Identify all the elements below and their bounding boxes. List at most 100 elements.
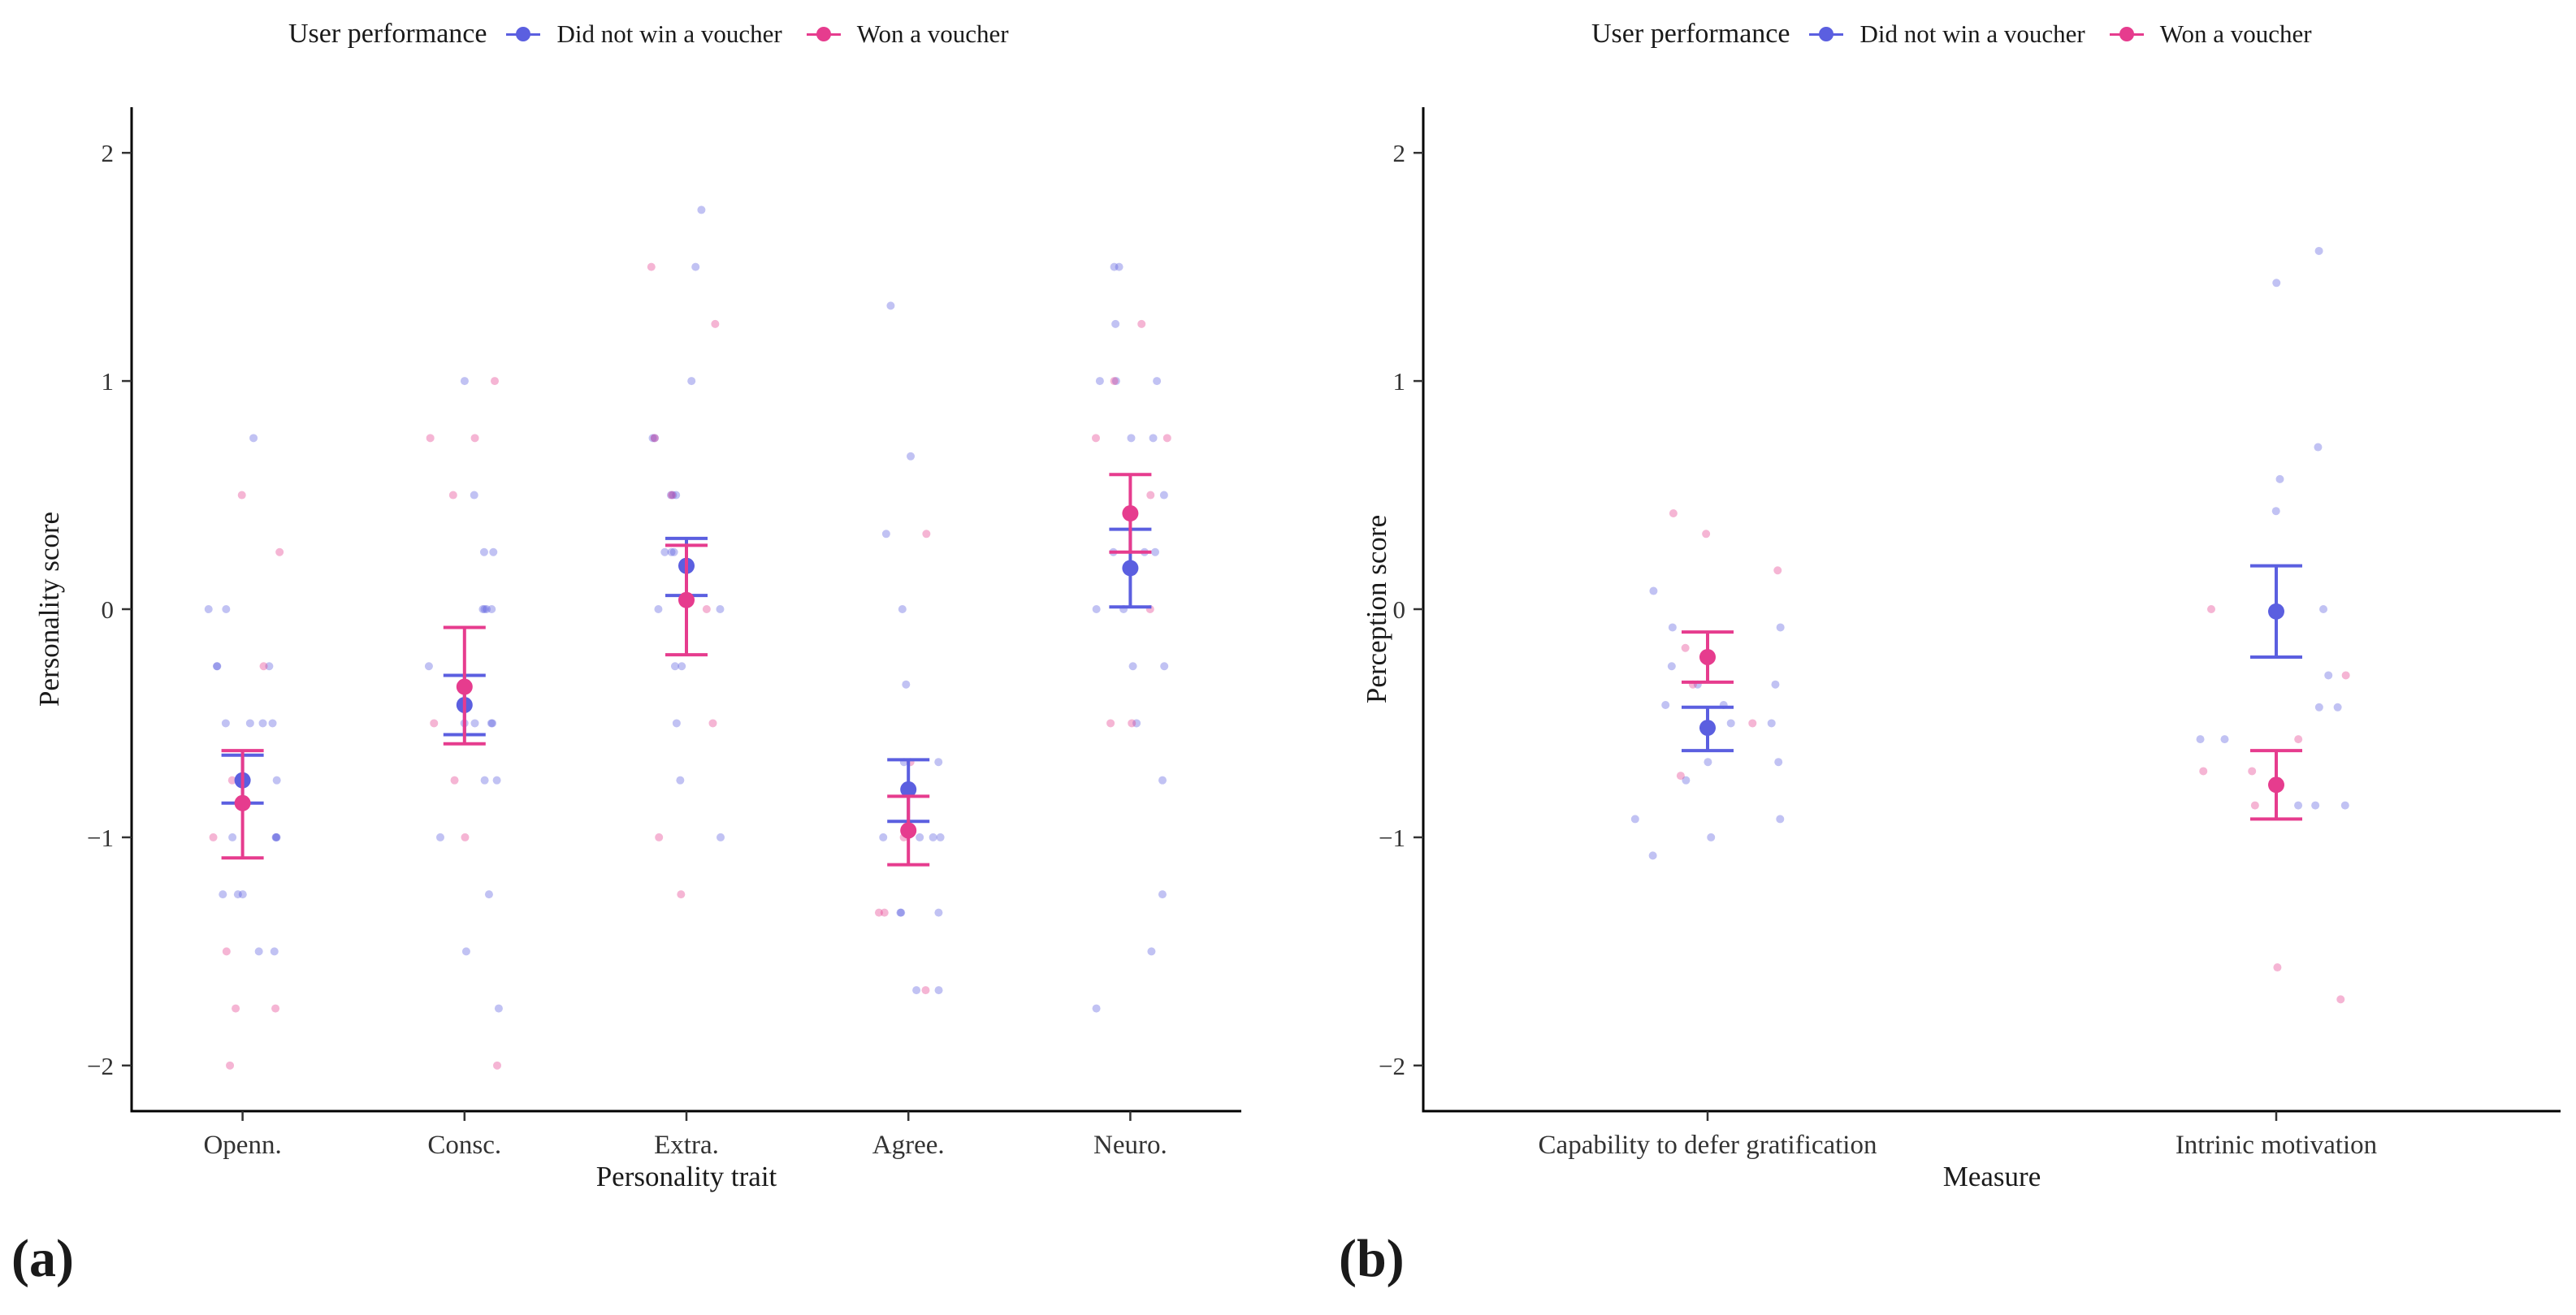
raw-point-won-a-voucher xyxy=(226,1061,235,1070)
raw-point-did-not-win-a-voucher xyxy=(717,833,725,841)
raw-point-did-not-win-a-voucher xyxy=(670,662,679,671)
raw-point-won-a-voucher xyxy=(209,833,218,841)
raw-point-won-a-voucher xyxy=(448,491,457,500)
raw-point-won-a-voucher xyxy=(2248,767,2257,776)
raw-point-did-not-win-a-voucher xyxy=(1132,719,1141,728)
x-tick-label-openn: Openn. xyxy=(203,1131,281,1160)
raw-point-won-a-voucher xyxy=(655,833,664,841)
raw-point-did-not-win-a-voucher xyxy=(916,833,924,841)
raw-point-did-not-win-a-voucher xyxy=(660,547,669,556)
legend-key-pink xyxy=(805,22,842,46)
raw-point-won-a-voucher xyxy=(493,1061,502,1070)
legend-dot xyxy=(1819,27,1834,41)
x-tick-label-intrinic-motivation: Intrinic motivation xyxy=(2176,1131,2377,1160)
raw-point-did-not-win-a-voucher xyxy=(272,833,281,841)
raw-point-did-not-win-a-voucher xyxy=(1110,262,1119,271)
raw-point-did-not-win-a-voucher xyxy=(934,986,943,995)
y-tick-label: −2 xyxy=(87,1052,114,1080)
legend-key-blue xyxy=(504,22,542,46)
raw-point-did-not-win-a-voucher xyxy=(929,833,937,841)
raw-point-won-a-voucher xyxy=(450,776,459,785)
raw-point-did-not-win-a-voucher xyxy=(204,605,213,613)
legend-label: Did not win a voucher xyxy=(556,19,782,48)
mean-point-did-not-win-a-voucher xyxy=(1122,560,1139,577)
raw-point-did-not-win-a-voucher xyxy=(907,452,916,461)
raw-point-did-not-win-a-voucher xyxy=(669,491,678,500)
raw-point-did-not-win-a-voucher xyxy=(478,605,487,613)
mean-point-won-a-voucher xyxy=(2268,776,2284,794)
raw-point-won-a-voucher xyxy=(222,947,231,956)
raw-point-did-not-win-a-voucher xyxy=(213,662,222,671)
raw-point-did-not-win-a-voucher xyxy=(1774,758,1783,767)
raw-point-did-not-win-a-voucher xyxy=(669,547,678,556)
raw-point-did-not-win-a-voucher xyxy=(672,491,681,500)
raw-point-did-not-win-a-voucher xyxy=(470,491,478,500)
raw-point-did-not-win-a-voucher xyxy=(2272,279,2281,288)
raw-point-did-not-win-a-voucher xyxy=(1159,491,1168,500)
raw-point-did-not-win-a-voucher xyxy=(936,833,945,841)
raw-point-did-not-win-a-voucher xyxy=(897,908,906,917)
legend-label: Won a voucher xyxy=(856,19,1009,48)
raw-point-did-not-win-a-voucher xyxy=(1151,547,1160,556)
raw-point-won-a-voucher xyxy=(874,908,883,917)
raw-point-did-not-win-a-voucher xyxy=(691,262,700,271)
raw-point-did-not-win-a-voucher xyxy=(672,719,681,728)
raw-point-did-not-win-a-voucher xyxy=(912,986,921,995)
mean-point-won-a-voucher xyxy=(1699,648,1716,665)
raw-point-did-not-win-a-voucher xyxy=(238,890,247,899)
raw-point-did-not-win-a-voucher xyxy=(697,205,706,214)
raw-point-did-not-win-a-voucher xyxy=(678,662,686,671)
mean-point-did-not-win-a-voucher xyxy=(2268,603,2284,620)
raw-point-did-not-win-a-voucher xyxy=(2294,801,2303,810)
raw-point-won-a-voucher xyxy=(2294,735,2303,744)
legend: User performance Did not win a voucher W… xyxy=(288,15,1032,54)
raw-point-did-not-win-a-voucher xyxy=(435,833,444,841)
raw-point-did-not-win-a-voucher xyxy=(2314,443,2323,452)
raw-point-did-not-win-a-voucher xyxy=(258,719,267,728)
raw-point-won-a-voucher xyxy=(470,434,479,443)
raw-point-did-not-win-a-voucher xyxy=(898,605,907,613)
raw-point-did-not-win-a-voucher xyxy=(2324,671,2333,680)
raw-point-did-not-win-a-voucher xyxy=(2314,703,2323,712)
chart-personality: 2 1 0 −1 −2 Openn. Consc. Extra. Agree. Neuro. Per… xyxy=(33,107,1241,1192)
raw-point-did-not-win-a-voucher xyxy=(494,1004,503,1013)
raw-point-did-not-win-a-voucher xyxy=(270,947,279,956)
raw-point-won-a-voucher xyxy=(1110,377,1119,386)
raw-point-did-not-win-a-voucher xyxy=(487,605,496,613)
raw-point-did-not-win-a-voucher xyxy=(1726,719,1735,728)
raw-point-did-not-win-a-voucher xyxy=(648,434,657,443)
raw-point-did-not-win-a-voucher xyxy=(651,434,660,443)
mean-point-won-a-voucher xyxy=(456,678,473,695)
y-tick-label: 1 xyxy=(102,367,115,396)
raw-point-did-not-win-a-voucher xyxy=(1127,434,1136,443)
raw-point-did-not-win-a-voucher xyxy=(654,605,663,613)
raw-point-won-a-voucher xyxy=(708,719,717,728)
chart-perception: 2 1 0 −1 −2 Capability to defer gratification… xyxy=(1361,107,2561,1192)
raw-point-did-not-win-a-voucher xyxy=(1767,719,1776,728)
y-tick-label: −1 xyxy=(87,824,114,852)
raw-point-did-not-win-a-voucher xyxy=(1682,776,1691,785)
raw-point-won-a-voucher xyxy=(2341,671,2350,680)
raw-point-did-not-win-a-voucher xyxy=(2319,605,2328,613)
x-tick-label-neuro: Neuro. xyxy=(1093,1131,1167,1160)
raw-point-did-not-win-a-voucher xyxy=(1153,377,1162,386)
raw-point-won-a-voucher xyxy=(1669,509,1678,518)
raw-point-did-not-win-a-voucher xyxy=(1668,623,1677,632)
legend-item-did-not-win: Did not win a voucher xyxy=(1808,19,2085,49)
raw-point-did-not-win-a-voucher xyxy=(667,547,676,556)
raw-point-did-not-win-a-voucher xyxy=(228,833,237,841)
mean-point-did-not-win-a-voucher xyxy=(1699,720,1716,737)
raw-point-won-a-voucher xyxy=(2336,995,2345,1004)
legend-dot xyxy=(516,27,531,41)
raw-point-won-a-voucher xyxy=(491,377,500,386)
raw-point-did-not-win-a-voucher xyxy=(2271,507,2280,516)
raw-point-did-not-win-a-voucher xyxy=(461,947,470,956)
x-tick-label-consc: Consc. xyxy=(427,1131,501,1160)
raw-point-won-a-voucher xyxy=(232,1004,240,1013)
x-axis-title: Personality trait xyxy=(596,1161,777,1192)
raw-point-did-not-win-a-voucher xyxy=(271,833,280,841)
mean-point-won-a-voucher xyxy=(678,591,695,608)
raw-point-won-a-voucher xyxy=(259,662,268,671)
raw-point-won-a-voucher xyxy=(1748,719,1757,728)
raw-point-did-not-win-a-voucher xyxy=(480,776,489,785)
